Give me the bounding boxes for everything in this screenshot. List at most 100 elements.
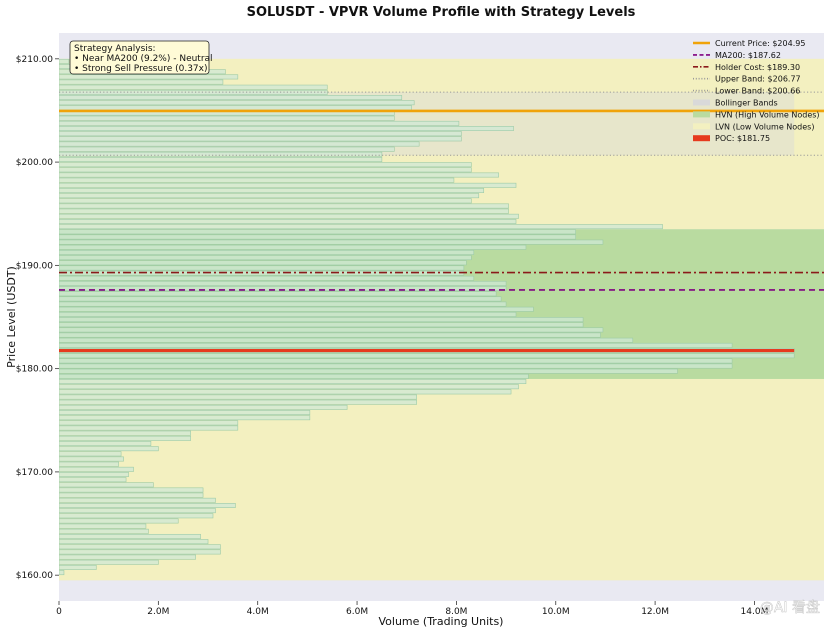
volume-bar	[59, 554, 196, 560]
volume-bar	[59, 301, 507, 307]
volume-bar	[59, 141, 420, 147]
volume-bar	[59, 244, 527, 250]
volume-bar	[59, 146, 395, 152]
y-tick-label: $200.00	[16, 158, 53, 168]
strategy-annotation: Strategy Analysis: • Near MA200 (9.2%) -…	[69, 40, 213, 75]
volume-bar	[59, 208, 509, 214]
volume-bar	[59, 353, 795, 359]
volume-bar	[59, 275, 475, 281]
volume-bar	[59, 280, 507, 286]
legend-label: Lower Band: $200.66	[715, 87, 800, 96]
volume-bar	[59, 492, 204, 498]
y-axis-label: Price Level (USDT)	[5, 266, 18, 368]
volume-bar	[59, 136, 462, 142]
legend-label: MA200: $187.62	[715, 51, 781, 60]
volume-bar	[59, 198, 472, 204]
volume-bar	[59, 373, 529, 379]
volume-bar	[59, 162, 472, 168]
volume-bar	[59, 379, 527, 385]
volume-bar	[59, 291, 497, 297]
volume-bar	[59, 229, 576, 235]
y-tick-label: $210.00	[16, 55, 53, 65]
volume-bar	[59, 306, 534, 312]
legend-label: LVN (Low Volume Nodes)	[715, 122, 814, 131]
volume-bar	[59, 549, 221, 555]
volume-bar	[59, 430, 191, 436]
volume-bar	[59, 477, 127, 483]
volume-bar	[59, 296, 502, 302]
y-tick-label: $170.00	[16, 468, 53, 478]
volume-bar	[59, 151, 383, 157]
volume-bar	[59, 503, 236, 508]
volume-bar	[59, 193, 480, 199]
strategy-levels	[59, 91, 824, 353]
volume-bar	[59, 570, 65, 576]
volume-bar	[59, 533, 201, 539]
volume-bar	[59, 513, 214, 519]
volume-bar	[59, 177, 455, 183]
volume-bar	[59, 368, 678, 374]
volume-bar	[59, 446, 159, 452]
volume-bar	[59, 528, 149, 534]
volume-bar	[59, 389, 512, 395]
volume-bar	[59, 100, 415, 106]
annotation-title: Strategy Analysis:	[74, 44, 156, 54]
volume-bar	[59, 317, 584, 323]
volume-bar	[59, 342, 733, 348]
volume-bar	[59, 508, 216, 514]
annotation-line-1: • Near MA200 (9.2%) - Neutral	[74, 54, 213, 64]
poc-bar	[59, 349, 795, 353]
volume-bar	[59, 399, 417, 405]
legend-swatch	[693, 99, 710, 106]
x-tick-label: 2.0M	[147, 607, 169, 617]
volume-bar	[59, 410, 311, 415]
volume-bar	[59, 420, 239, 426]
y-tick-label: $160.00	[16, 571, 53, 581]
volume-bar	[59, 89, 328, 95]
legend-label: Bollinger Bands	[715, 99, 778, 108]
legend-label: POC: $181.75	[715, 134, 770, 143]
volume-bar	[59, 188, 485, 193]
x-tick-label: 4.0M	[247, 607, 269, 617]
volume-bar	[59, 311, 517, 317]
volume-bar	[59, 286, 507, 292]
volume-bar	[59, 249, 475, 255]
legend-swatch	[693, 135, 710, 142]
volume-bar	[59, 441, 152, 446]
volume-bar	[59, 539, 209, 545]
volume-bar	[59, 327, 604, 333]
chart-title: SOLUSDT - VPVR Volume Profile with Strat…	[247, 5, 636, 20]
legend-label: Upper Band: $206.77	[715, 75, 801, 84]
x-axis-label: Volume (Trading Units)	[379, 615, 504, 628]
volume-bar	[59, 265, 465, 271]
volume-bar	[59, 234, 576, 240]
volume-bar	[59, 425, 239, 431]
legend-swatch	[693, 111, 710, 118]
x-tick-label: 6.0M	[346, 607, 368, 617]
volume-bar	[59, 105, 412, 111]
volume-bar	[59, 167, 472, 173]
volume-bar	[59, 487, 204, 493]
legend-swatch	[693, 123, 710, 130]
volume-bar	[59, 435, 191, 441]
volume-bar	[59, 559, 159, 565]
volume-bar	[59, 523, 147, 529]
volume-bar	[59, 58, 70, 64]
volume-bar	[59, 115, 395, 121]
y-axis-ticks: $160.00 $170.00 $180.00 $190.00 $200.00 $210.…	[16, 55, 59, 581]
volume-bar	[59, 79, 224, 85]
x-tick-label: 0	[56, 607, 62, 617]
volume-bar	[59, 213, 519, 219]
volume-bar	[59, 451, 122, 457]
annotation-line-2: • Strong Sell Pressure (0.37x)	[74, 64, 208, 74]
volume-bar	[59, 322, 584, 328]
volume-bar	[59, 497, 216, 503]
x-tick-label: 14.0M	[741, 607, 769, 617]
volume-bar	[59, 260, 467, 266]
volume-bar	[59, 120, 460, 126]
volume-bar	[59, 131, 462, 137]
legend-label: Current Price: $204.95	[715, 39, 805, 48]
volume-bar	[59, 456, 124, 462]
volume-bar	[59, 95, 403, 101]
volume-bar	[59, 126, 514, 131]
